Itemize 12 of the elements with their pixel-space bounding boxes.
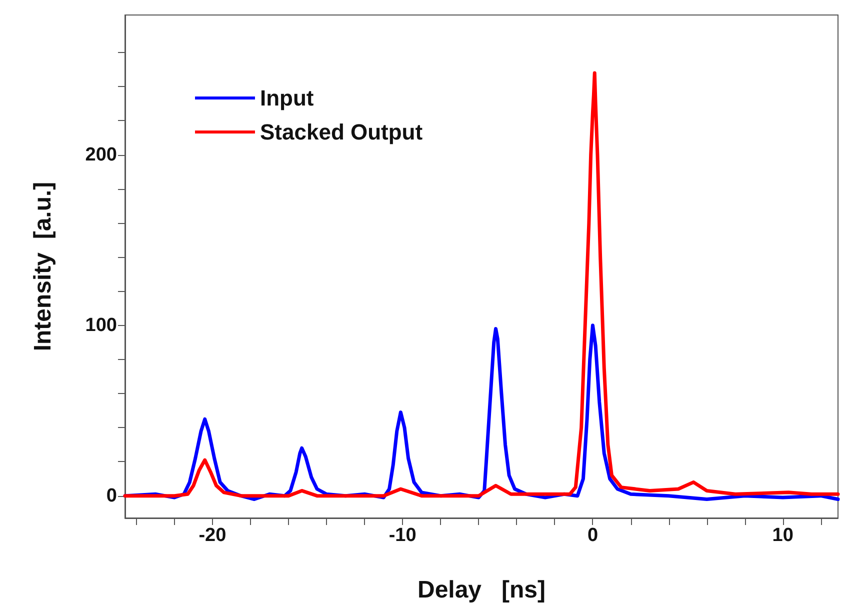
y-tick-label: 0 bbox=[106, 485, 117, 506]
x-tick-label: 10 bbox=[772, 525, 794, 546]
x-tick-label: -20 bbox=[198, 525, 226, 546]
x-axis-title: Delay [ns] bbox=[417, 576, 546, 604]
x-tick-label: 0 bbox=[587, 525, 598, 546]
line-series bbox=[123, 71, 840, 498]
y-tick-label: 100 bbox=[85, 314, 117, 336]
y-axis-title: Intensity [a.u.] bbox=[30, 182, 56, 352]
legend-label: Input bbox=[260, 86, 314, 110]
x-tick-label: -10 bbox=[388, 525, 416, 546]
legend-label: Stacked Output bbox=[260, 120, 424, 144]
y-tick-label: 200 bbox=[85, 144, 117, 166]
